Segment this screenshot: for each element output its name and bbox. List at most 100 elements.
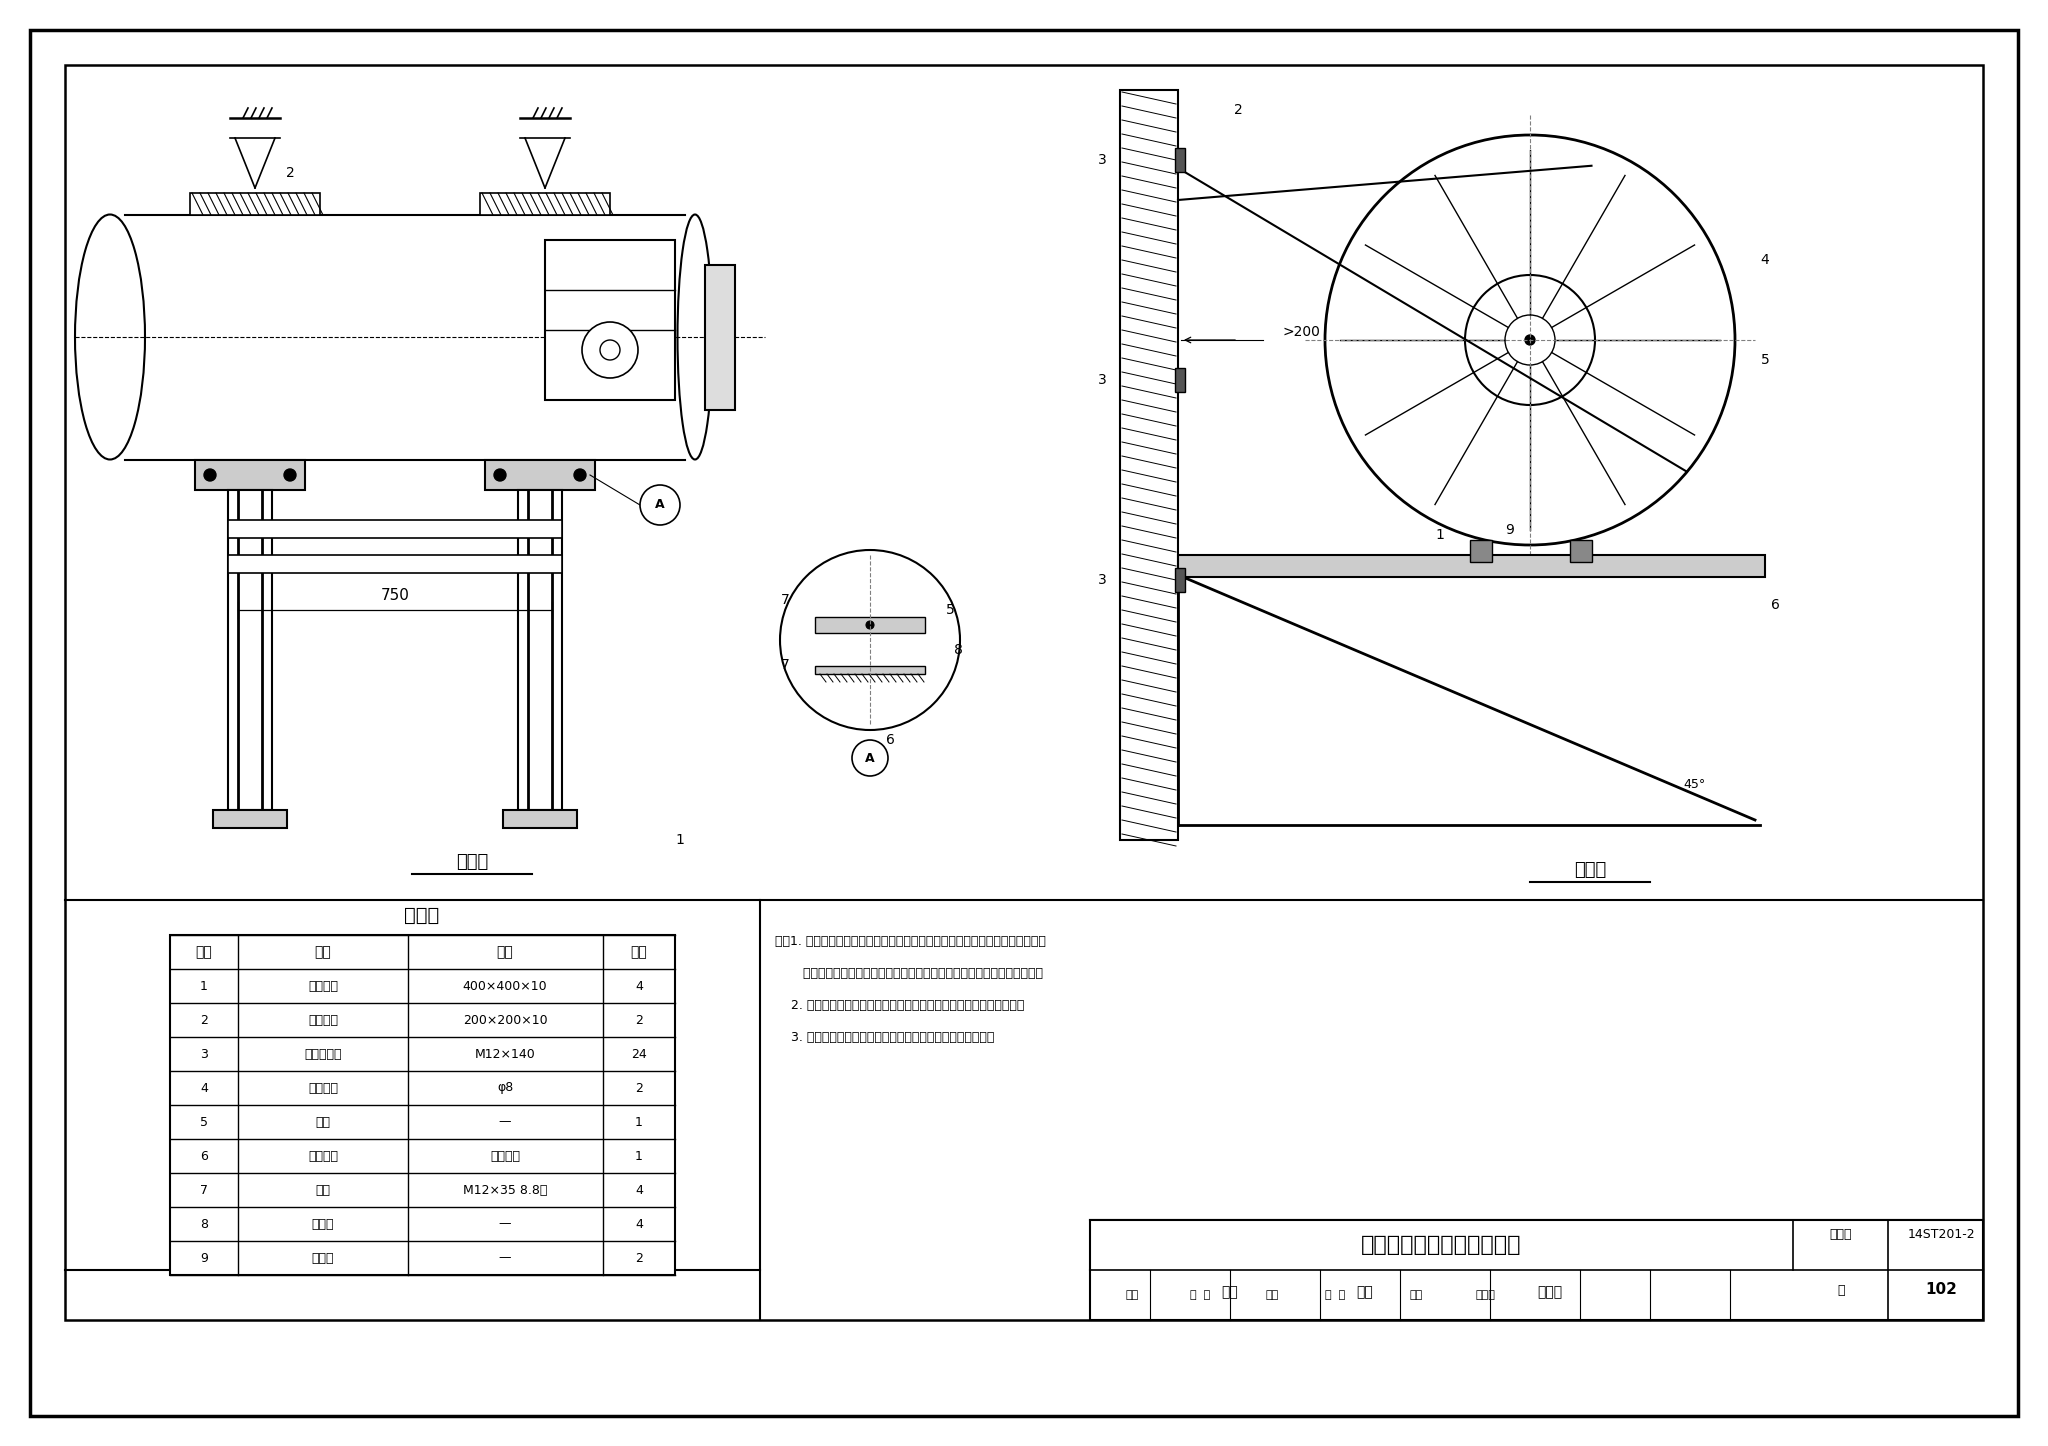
- Bar: [815, 617, 926, 633]
- Text: M12×140: M12×140: [475, 1047, 535, 1060]
- Text: 审核: 审核: [1124, 1290, 1139, 1300]
- Text: 连接钢板: 连接钢板: [307, 1014, 338, 1027]
- Text: 1: 1: [635, 1150, 643, 1163]
- Circle shape: [1325, 134, 1735, 545]
- Bar: [1090, 1220, 1982, 1320]
- Circle shape: [600, 340, 621, 360]
- Circle shape: [1505, 315, 1554, 364]
- Text: 连接钢板: 连接钢板: [307, 979, 338, 992]
- Text: 3: 3: [201, 1047, 209, 1060]
- Text: 2: 2: [635, 1251, 643, 1264]
- Text: —: —: [500, 1251, 512, 1264]
- Text: 7: 7: [780, 658, 788, 672]
- Bar: [479, 192, 610, 215]
- Circle shape: [494, 469, 506, 482]
- Text: 螺栓: 螺栓: [315, 1183, 330, 1196]
- Bar: [1120, 90, 1178, 840]
- Text: A: A: [655, 499, 666, 512]
- Text: 安装支架: 安装支架: [307, 1150, 338, 1163]
- Bar: [1176, 147, 1186, 172]
- Circle shape: [639, 484, 680, 525]
- Bar: [705, 265, 735, 411]
- Text: 750: 750: [381, 587, 410, 603]
- Text: 注：1. 风机外壳设有接线盒、加油嘴、放油嘴，油嘴与接线盒位于机壳同一侧，: 注：1. 风机外壳设有接线盒、加油嘴、放油嘴，油嘴与接线盒位于机壳同一侧，: [774, 936, 1047, 949]
- Bar: [815, 667, 926, 674]
- Text: 2: 2: [1233, 103, 1243, 117]
- Text: 3: 3: [1098, 573, 1106, 587]
- Text: 刘  燕: 刘 燕: [1190, 1290, 1210, 1300]
- Text: 编号: 编号: [197, 946, 213, 959]
- Bar: [1178, 555, 1765, 577]
- Text: 校对: 校对: [1266, 1290, 1278, 1300]
- Bar: [545, 240, 676, 401]
- Text: 材料表: 材料表: [403, 905, 440, 924]
- Text: 8: 8: [954, 643, 963, 656]
- Text: 后切底锚栓: 后切底锚栓: [305, 1047, 342, 1060]
- Text: 设计: 设计: [1409, 1290, 1423, 1300]
- Text: 4: 4: [635, 979, 643, 992]
- Text: 左视图: 左视图: [1573, 860, 1606, 879]
- Text: 3: 3: [1098, 153, 1106, 166]
- Text: 名称: 名称: [315, 946, 332, 959]
- Text: 图集号: 图集号: [1829, 1228, 1851, 1241]
- Circle shape: [866, 620, 874, 629]
- Text: 本钵: 本钵: [1356, 1285, 1374, 1299]
- Text: A: A: [864, 752, 874, 765]
- Text: 2: 2: [635, 1014, 643, 1027]
- Text: 页: 页: [1837, 1284, 1845, 1297]
- Text: 24: 24: [631, 1047, 647, 1060]
- Text: 1: 1: [635, 1115, 643, 1128]
- Text: 6: 6: [201, 1150, 209, 1163]
- Text: 厂家配套: 厂家配套: [489, 1150, 520, 1163]
- Text: 2: 2: [201, 1014, 209, 1027]
- Text: 9: 9: [1505, 523, 1513, 536]
- Circle shape: [780, 549, 961, 730]
- Text: 7: 7: [780, 593, 788, 607]
- Circle shape: [1526, 335, 1536, 346]
- Circle shape: [582, 322, 639, 377]
- Text: 1: 1: [201, 979, 209, 992]
- Text: M12×35 8.8级: M12×35 8.8级: [463, 1183, 547, 1196]
- Circle shape: [573, 469, 586, 482]
- Bar: [504, 810, 578, 829]
- Text: 2: 2: [635, 1082, 643, 1095]
- Circle shape: [1464, 275, 1595, 405]
- Circle shape: [285, 469, 297, 482]
- Text: 3. 风机厂家提供风机本体、减振器、软钢丝绳及安装吊耳。: 3. 风机厂家提供风机本体、减振器、软钢丝绳及安装吊耳。: [774, 1031, 995, 1044]
- Circle shape: [205, 469, 215, 482]
- Text: 软钢丝绳: 软钢丝绳: [307, 1082, 338, 1095]
- Bar: [195, 460, 305, 490]
- Bar: [227, 555, 561, 573]
- Bar: [213, 810, 287, 829]
- Text: 加强筋: 加强筋: [311, 1251, 334, 1264]
- Text: 规格: 规格: [496, 946, 514, 959]
- Bar: [66, 65, 1982, 1320]
- Text: 5: 5: [201, 1115, 209, 1128]
- Text: 祀承祖: 祀承祖: [1538, 1285, 1563, 1299]
- Text: 9: 9: [201, 1251, 209, 1264]
- Text: 1: 1: [1436, 528, 1444, 542]
- Text: 李  科: 李 科: [1325, 1290, 1346, 1300]
- Text: 2. 风机耐高温时间、配用电机绝缘等级、防护等级由设计人员确定。: 2. 风机耐高温时间、配用电机绝缘等级、防护等级由设计人员确定。: [774, 999, 1024, 1012]
- Text: 4: 4: [635, 1218, 643, 1231]
- Text: 3: 3: [1098, 373, 1106, 388]
- Text: 102: 102: [1925, 1283, 1958, 1297]
- Bar: [1176, 367, 1186, 392]
- Bar: [170, 936, 676, 1275]
- Text: >200: >200: [1282, 325, 1321, 338]
- Ellipse shape: [829, 625, 909, 675]
- Text: φ8: φ8: [498, 1082, 514, 1095]
- Text: 1: 1: [676, 833, 684, 847]
- Text: 减振器: 减振器: [311, 1218, 334, 1231]
- Bar: [1571, 539, 1591, 562]
- Text: 斗壳: 斗壳: [1221, 1285, 1239, 1299]
- Bar: [190, 192, 319, 215]
- Text: 14ST201-2: 14ST201-2: [1907, 1228, 1974, 1241]
- Ellipse shape: [76, 214, 145, 460]
- Text: 电机轴承设有温度传感器；传感器与电源的接线端子位于同一接线盒内。: 电机轴承设有温度传感器；传感器与电源的接线端子位于同一接线盒内。: [774, 967, 1042, 980]
- Text: 主视图: 主视图: [457, 853, 487, 870]
- Text: 200×200×10: 200×200×10: [463, 1014, 547, 1027]
- Text: 数量: 数量: [631, 946, 647, 959]
- Text: 45°: 45°: [1683, 778, 1706, 791]
- Bar: [227, 490, 272, 810]
